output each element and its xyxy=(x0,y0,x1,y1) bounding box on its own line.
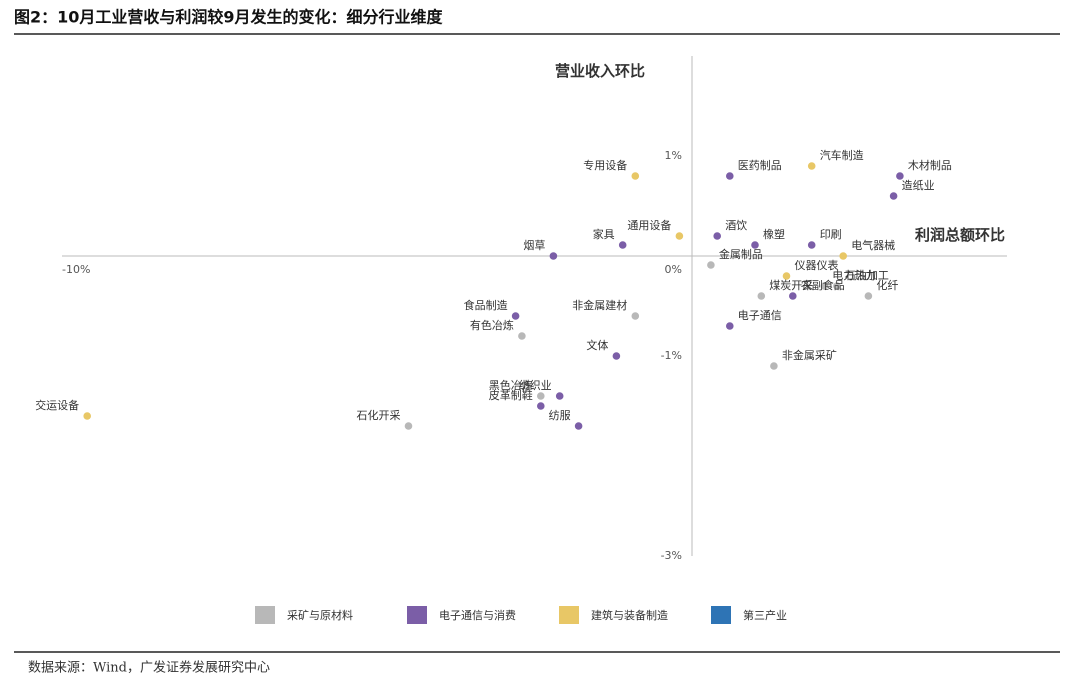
point-label: 交运设备 xyxy=(35,398,79,412)
point-label: 烟草 xyxy=(523,238,545,252)
x-axis-title: 利润总额环比 xyxy=(915,226,1005,244)
x-tick-label: -10% xyxy=(62,263,90,276)
point xyxy=(789,292,797,300)
legend-label: 建筑与装备制造 xyxy=(591,608,668,622)
point-label: 皮革制鞋 xyxy=(489,388,533,402)
point xyxy=(889,192,898,200)
point-label: 酒饮 xyxy=(725,219,747,232)
point-label: 电力热力 xyxy=(832,269,876,282)
y-tick-label: -3% xyxy=(661,549,682,562)
point-label: 文体 xyxy=(586,338,608,352)
point xyxy=(83,412,91,420)
point xyxy=(549,252,558,260)
point-label: 汽车制造 xyxy=(820,148,864,162)
point-label: 黑色冶炼 xyxy=(489,378,533,392)
point-label: 橡塑 xyxy=(763,227,785,241)
point-label: 通用设备 xyxy=(627,218,671,232)
point xyxy=(770,362,778,370)
point xyxy=(807,241,816,249)
legend-label: 电子通信与消费 xyxy=(439,608,516,622)
point-label: 纺织业 xyxy=(519,378,552,392)
legend-swatch xyxy=(407,606,427,624)
point xyxy=(864,292,873,300)
y-axis-title: 营业收入环比 xyxy=(555,62,645,80)
point-label: 医药制品 xyxy=(738,159,782,172)
point xyxy=(896,172,904,180)
y-tick-label: 1% xyxy=(665,149,682,162)
point xyxy=(833,282,841,290)
point-label: 木材制品 xyxy=(908,158,952,172)
point xyxy=(511,312,520,320)
point-label: 煤炭开采 xyxy=(769,279,813,292)
point-label: 专用设备 xyxy=(583,158,627,172)
point xyxy=(807,162,816,170)
point xyxy=(782,272,791,280)
point-label: 石化开采 xyxy=(357,408,401,422)
point xyxy=(675,232,684,240)
point xyxy=(612,352,621,360)
chart-title: 图2：10月工业营收与利润较9月发生的变化：细分行业维度 xyxy=(14,8,444,27)
point-label: 石油加工 xyxy=(845,268,889,282)
y-tick-label: 0% xyxy=(665,263,682,276)
legend-label: 第三产业 xyxy=(743,608,787,622)
legend-label: 采矿与原材料 xyxy=(287,608,353,622)
point xyxy=(574,422,583,430)
point xyxy=(757,292,766,300)
point xyxy=(631,172,640,180)
point-label: 电气器械 xyxy=(851,238,895,252)
point xyxy=(820,282,829,290)
point xyxy=(839,252,847,260)
point-label: 有色冶炼 xyxy=(470,318,514,332)
point xyxy=(726,172,734,180)
point xyxy=(751,241,759,249)
point-label: 非金属采矿 xyxy=(782,348,837,362)
point-label: 纺服 xyxy=(549,408,571,422)
point xyxy=(631,312,640,320)
legend-swatch xyxy=(255,606,275,624)
legend-swatch xyxy=(711,606,731,624)
point-label: 电子通信 xyxy=(738,309,782,322)
point xyxy=(618,241,627,249)
point xyxy=(404,422,413,430)
point-label: 食品制造 xyxy=(464,298,508,312)
point-label: 化纤 xyxy=(876,278,898,292)
source: 数据来源：Wind，广发证券发展研究中心 xyxy=(28,660,270,676)
point xyxy=(726,322,734,330)
point-label: 家具 xyxy=(593,227,615,241)
point xyxy=(713,232,721,240)
point xyxy=(537,392,545,400)
point-label: 印刷 xyxy=(820,228,842,241)
point xyxy=(555,392,564,400)
point xyxy=(707,261,715,269)
point-label: 仪器仪表 xyxy=(795,258,839,272)
legend-swatch xyxy=(559,606,579,624)
point-label: 造纸业 xyxy=(902,178,935,192)
point-label: 金属制品 xyxy=(719,247,763,261)
point xyxy=(537,402,545,410)
point xyxy=(518,332,526,340)
point-label: 农副食品 xyxy=(801,278,845,292)
y-tick-label: -1% xyxy=(661,349,682,362)
point-label: 非金属建材 xyxy=(572,298,627,312)
